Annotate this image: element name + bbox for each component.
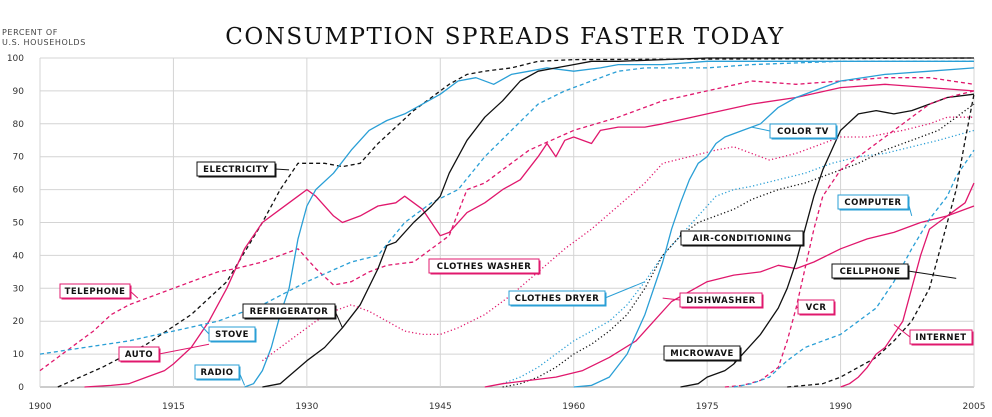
series-lines bbox=[39, 57, 975, 388]
x-tick-label: 1915 bbox=[162, 402, 185, 412]
label-dishwasher-box bbox=[679, 292, 763, 308]
label-dishwasher-leader bbox=[662, 297, 681, 301]
y-tick-label: 50 bbox=[13, 219, 25, 229]
label-electricity-leader bbox=[274, 168, 290, 171]
series-line-electricity bbox=[57, 57, 975, 388]
label-telephone: TELEPHONE bbox=[65, 287, 126, 297]
label-clothes-dryer: CLOTHES DRYER bbox=[515, 294, 600, 304]
grid bbox=[39, 57, 975, 388]
label-air-conditioning: AIR-CONDITIONING bbox=[692, 234, 791, 244]
y-tick-label: 90 bbox=[13, 87, 25, 97]
label-computer-box bbox=[837, 194, 909, 210]
series-line-internet bbox=[840, 182, 975, 388]
label-internet: INTERNET bbox=[915, 333, 966, 343]
label-color-tv-box bbox=[769, 123, 837, 139]
label-computer: COMPUTER bbox=[844, 198, 901, 208]
x-axis: 1900 1915 1930 1945 1960 1975 1990 2005 bbox=[29, 402, 986, 412]
y-tick-label: 80 bbox=[13, 120, 25, 130]
label-stove-box bbox=[208, 326, 256, 342]
x-tick-label: 2005 bbox=[963, 402, 986, 412]
label-color-tv-leader bbox=[751, 126, 771, 132]
y-tick-label: 60 bbox=[13, 186, 25, 196]
y-tick-label: 40 bbox=[13, 251, 25, 261]
label-auto-leader bbox=[158, 343, 210, 355]
y-tick-label: 20 bbox=[13, 317, 25, 327]
series-line-dishwasher bbox=[484, 205, 975, 388]
y-axis-label-line1: PERCENT OF bbox=[2, 28, 58, 37]
label-dishwasher: DISHWASHER bbox=[686, 296, 756, 306]
y-tick-label: 30 bbox=[13, 284, 25, 294]
label-clothes-washer-box bbox=[428, 258, 540, 274]
series-line-vcr bbox=[724, 90, 975, 388]
y-axis-label-line2: U.S. HOUSEHOLDS bbox=[2, 38, 86, 47]
label-clothes-dryer-box bbox=[508, 290, 606, 306]
series-labels: ELECTRICITY TELEPHONE AUTO RADIO STOVE REFRIG… bbox=[59, 123, 974, 386]
x-tick-label: 1900 bbox=[29, 402, 52, 412]
series-line-auto bbox=[84, 83, 975, 388]
x-tick-label: 1975 bbox=[696, 402, 719, 412]
label-radio-box bbox=[194, 364, 240, 380]
y-axis: 0 10 20 30 40 50 60 70 80 90 100 bbox=[7, 54, 24, 393]
series-line-cellphone bbox=[787, 94, 975, 388]
series-line-microwave bbox=[680, 93, 975, 388]
label-auto: AUTO bbox=[125, 350, 153, 360]
label-radio: RADIO bbox=[200, 368, 233, 378]
label-telephone-box bbox=[59, 283, 131, 299]
series-line-radio bbox=[244, 60, 974, 388]
label-stove-leader bbox=[199, 324, 210, 335]
label-internet-leader bbox=[893, 324, 911, 338]
label-clothes-dryer-leader bbox=[604, 281, 646, 299]
y-tick-label: 70 bbox=[13, 153, 25, 163]
label-microwave: MICROWAVE bbox=[670, 349, 734, 359]
x-tick-label: 1990 bbox=[829, 402, 852, 412]
label-vcr: VCR bbox=[806, 303, 827, 313]
series-line-computer bbox=[733, 149, 975, 388]
x-tick-label: 1930 bbox=[295, 402, 318, 412]
label-color-tv: COLOR TV bbox=[777, 127, 829, 137]
label-cellphone-box bbox=[831, 263, 909, 279]
series-line-air-conditioning bbox=[502, 103, 975, 388]
chart-title: CONSUMPTION SPREADS FASTER TODAY bbox=[225, 24, 785, 50]
x-tick-label: 1945 bbox=[429, 402, 452, 412]
label-refrigerator: REFRIGERATOR bbox=[250, 307, 329, 317]
label-refrigerator-box bbox=[242, 303, 336, 319]
x-tick-label: 1960 bbox=[562, 402, 585, 412]
label-internet-box bbox=[909, 329, 973, 345]
label-air-conditioning-box bbox=[680, 230, 804, 246]
label-electricity-box bbox=[196, 161, 276, 177]
y-tick-label: 10 bbox=[13, 350, 25, 360]
y-tick-label: 100 bbox=[7, 54, 24, 64]
label-electricity: ELECTRICITY bbox=[203, 165, 269, 175]
series-line-color-tv bbox=[573, 67, 975, 388]
label-cellphone-leader bbox=[907, 270, 957, 279]
y-tick-label: 0 bbox=[18, 383, 24, 393]
series-line-telephone bbox=[39, 77, 975, 372]
label-microwave-box bbox=[663, 345, 741, 361]
label-clothes-washer: CLOTHES WASHER bbox=[437, 262, 532, 272]
series-line-refrigerator bbox=[262, 57, 974, 388]
label-cellphone: CELLPHONE bbox=[840, 267, 901, 277]
label-auto-box bbox=[118, 346, 160, 362]
series-line-clothes-dryer bbox=[502, 129, 975, 385]
label-stove: STOVE bbox=[215, 330, 249, 340]
label-vcr-box bbox=[797, 299, 835, 315]
